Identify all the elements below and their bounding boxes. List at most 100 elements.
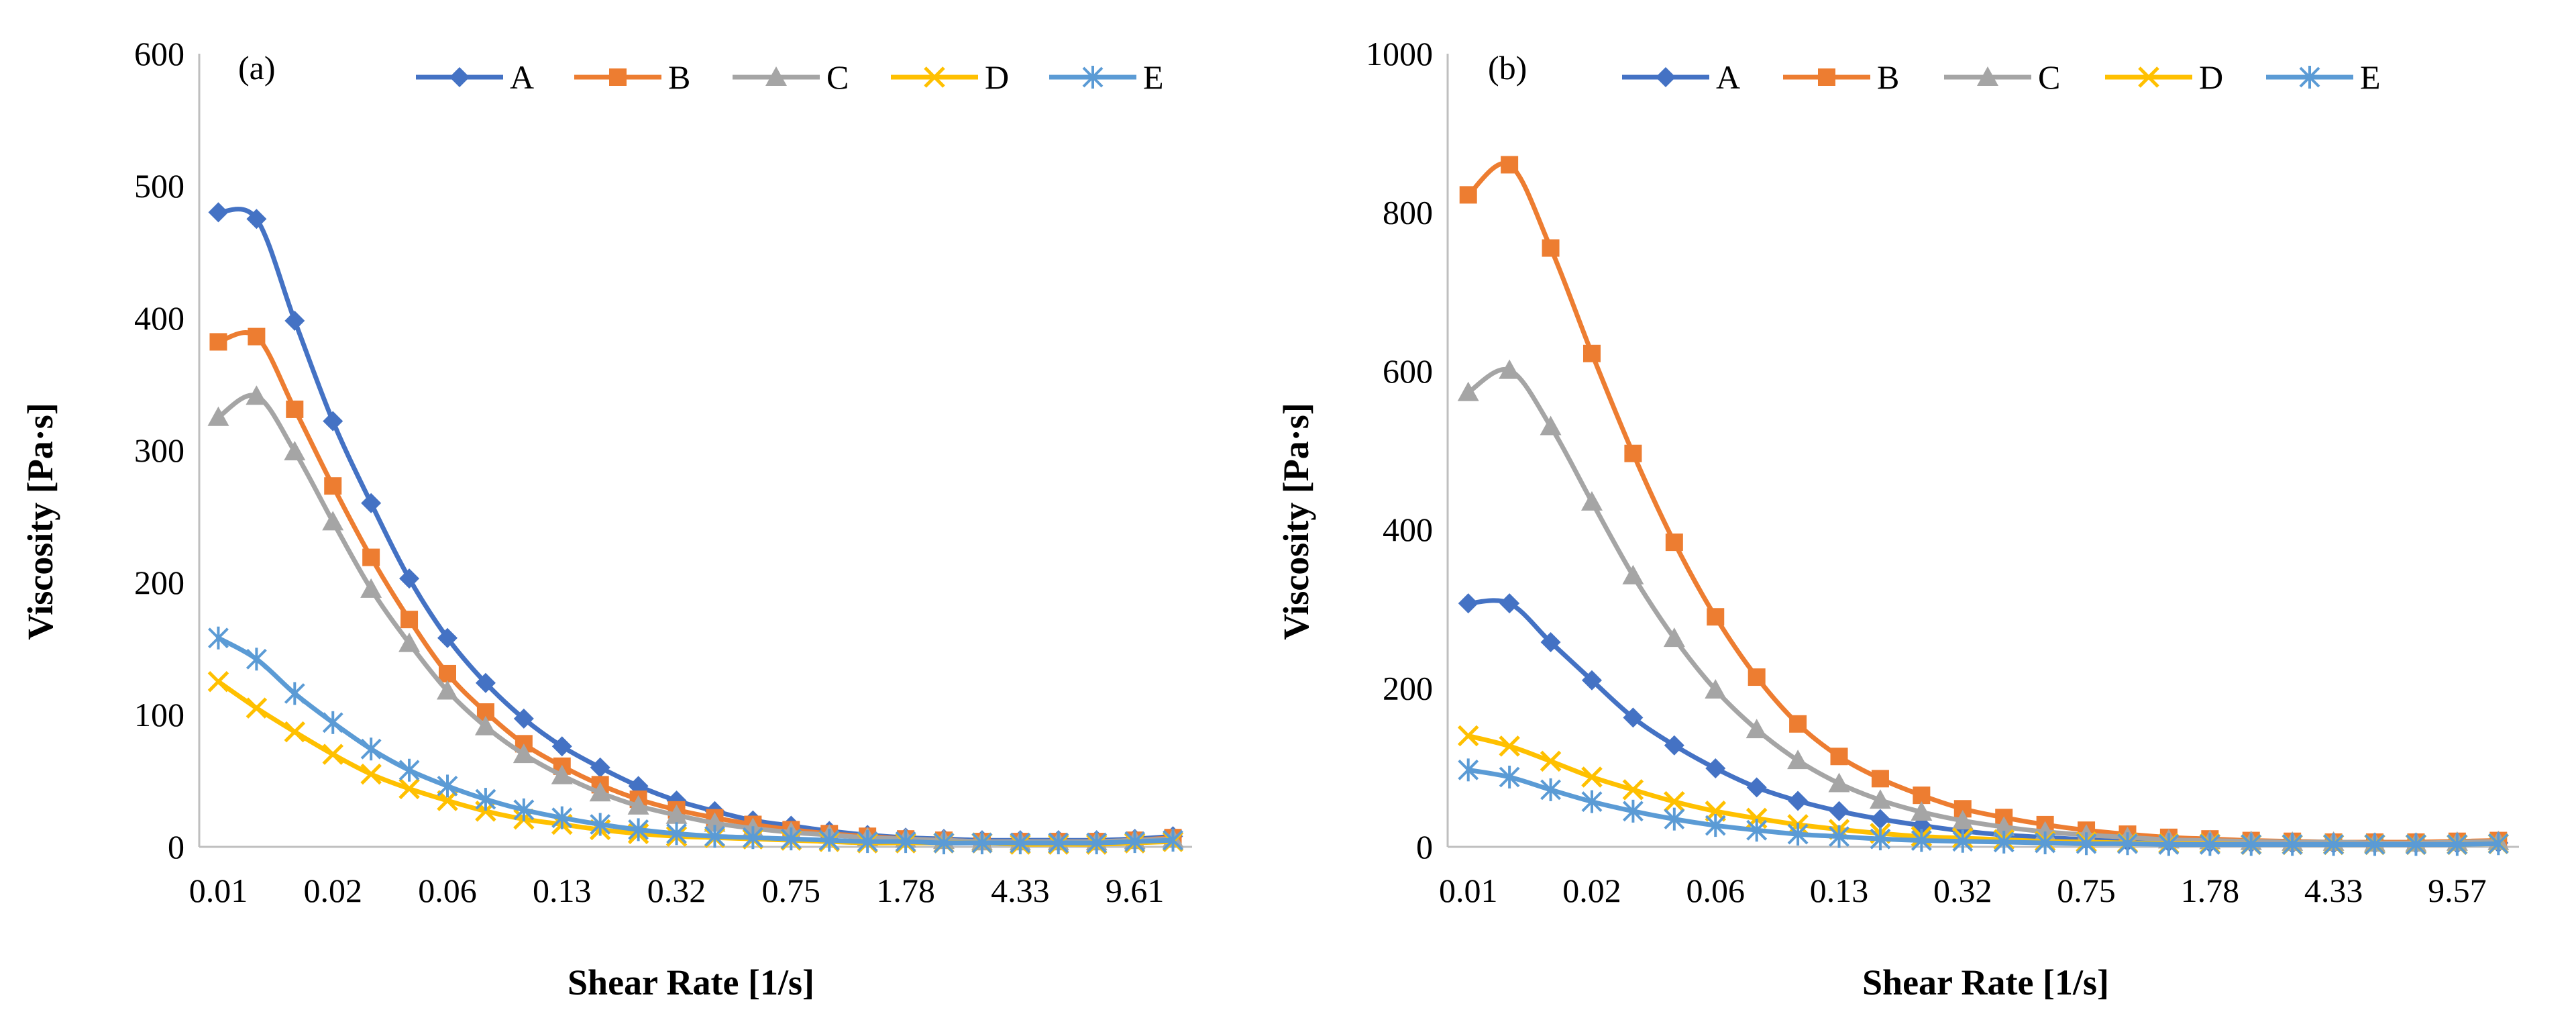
y-tick-label: 100 <box>134 696 184 733</box>
x-tick-label: 0.13 <box>1810 872 1869 909</box>
data-point-A <box>361 493 382 513</box>
legend-label: D <box>985 58 1009 96</box>
data-point-B <box>1459 186 1477 204</box>
series-E <box>208 626 1183 855</box>
legend-marker-E <box>2299 66 2320 89</box>
data-point-E <box>857 830 878 854</box>
data-point-A <box>284 310 305 331</box>
data-point-A <box>1870 809 1890 829</box>
legend-label: C <box>2038 58 2060 96</box>
x-tick-label: 0.13 <box>533 872 592 909</box>
data-point-E <box>360 737 382 761</box>
data-point-E <box>1993 830 2015 854</box>
data-point-E <box>322 711 343 734</box>
x-tick-label: 0.01 <box>1439 872 1498 909</box>
data-point-D <box>1457 725 1479 747</box>
y-tick-label: 0 <box>168 828 184 866</box>
legend-entry-E: E <box>2266 58 2381 96</box>
data-point-A <box>1540 632 1561 653</box>
data-point-C <box>1911 801 1933 821</box>
legend-entry-C: C <box>1944 58 2060 96</box>
data-point-E <box>1705 814 1726 837</box>
data-point-C <box>246 385 268 405</box>
data-point-E <box>437 774 458 798</box>
data-point-A <box>1623 707 1644 728</box>
legend-label: A <box>1716 58 1740 96</box>
legend-label: E <box>1143 58 1164 96</box>
data-point-C <box>284 440 306 460</box>
data-point-E <box>1499 765 1520 788</box>
y-tick-label: 600 <box>134 35 184 72</box>
data-point-C <box>207 406 229 426</box>
data-point-E <box>742 826 763 850</box>
data-point-E <box>2447 833 2468 856</box>
y-tick-label: 600 <box>1383 352 1433 390</box>
series-E <box>1458 758 2509 856</box>
data-point-E <box>398 758 420 782</box>
data-point-D <box>1664 790 1685 813</box>
data-point-C <box>665 804 688 824</box>
data-point-D <box>1540 750 1562 772</box>
data-point-E <box>2199 833 2220 856</box>
y-axis-title-a: Viscosity [Pa·s] <box>20 403 60 640</box>
data-point-E <box>2282 833 2303 856</box>
data-point-B <box>362 548 380 566</box>
data-point-D <box>284 721 306 743</box>
data-point-E <box>1664 807 1685 831</box>
x-tick-label: 1.78 <box>876 872 935 909</box>
legend-label: A <box>510 58 534 96</box>
data-point-D <box>207 670 229 693</box>
data-point-C <box>513 744 535 764</box>
data-point-E <box>2035 831 2056 855</box>
series-line-C <box>1466 366 2501 846</box>
legend-entry-B: B <box>1783 58 1899 96</box>
data-point-E <box>551 806 573 829</box>
data-point-D <box>246 697 268 719</box>
data-point-E <box>628 818 649 841</box>
data-point-B <box>1542 239 1560 257</box>
legend-entry-A: A <box>1622 58 1740 96</box>
x-tick-label: 0.02 <box>1562 872 1621 909</box>
data-point-E <box>704 825 725 848</box>
data-point-B <box>439 664 456 682</box>
legend-marker-D <box>2138 66 2159 88</box>
data-point-B <box>1913 786 1931 805</box>
data-point-E <box>971 831 993 855</box>
data-point-E <box>2241 833 2262 856</box>
data-point-B <box>209 333 227 351</box>
chart-panel-a: (a) Viscosity [Pa·s] Shear Rate [1/s] 0 1… <box>20 35 1192 1003</box>
data-point-C <box>1622 564 1644 584</box>
data-point-A <box>1499 593 1520 614</box>
chart-panel-b: (b) Viscosity [Pa·s] Shear Rate [1/s] 0 2… <box>1276 35 2519 1003</box>
data-point-E <box>2406 833 2426 856</box>
x-tick-label: 0.75 <box>2057 872 2116 909</box>
y-axis-title-b: Viscosity [Pa·s] <box>1276 403 1316 640</box>
y-tick-label: 200 <box>134 564 184 601</box>
data-point-A <box>551 736 572 757</box>
data-point-C <box>1828 772 1850 793</box>
data-point-E <box>1622 799 1644 823</box>
data-point-E <box>1581 790 1603 813</box>
x-tick-label: 0.01 <box>189 872 248 909</box>
data-point-E <box>2487 832 2509 856</box>
x-tick-label: 9.61 <box>1106 872 1165 909</box>
y-tick-label: 500 <box>134 167 184 205</box>
data-point-E <box>590 813 611 836</box>
data-point-C <box>1993 816 2015 836</box>
x-tick-label: 0.02 <box>303 872 362 909</box>
data-point-A <box>246 209 267 229</box>
legend-label: C <box>826 58 849 96</box>
legend-entry-D: D <box>891 58 1009 96</box>
data-point-D <box>1622 779 1644 801</box>
data-point-C <box>1951 809 1974 829</box>
data-point-D <box>322 744 343 765</box>
data-point-E <box>284 682 305 705</box>
panel-label-b: (b) <box>1488 49 1527 87</box>
data-point-B <box>1748 668 1766 686</box>
data-point-B <box>248 327 266 346</box>
data-point-E <box>780 827 802 851</box>
data-point-B <box>1582 344 1601 362</box>
data-point-E <box>513 798 535 821</box>
data-point-E <box>2323 833 2345 856</box>
